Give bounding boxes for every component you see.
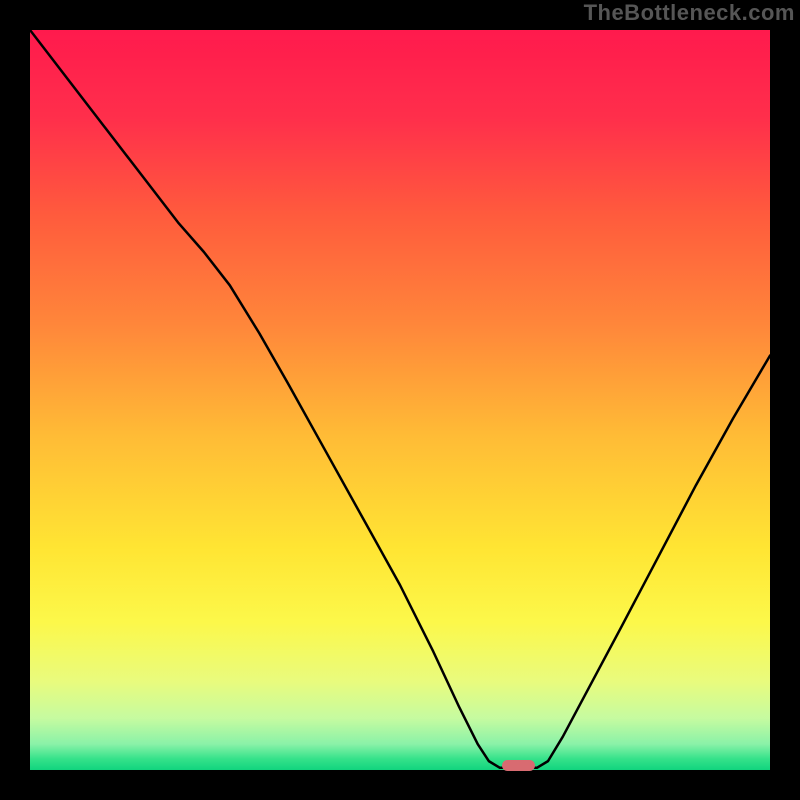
curve-layer	[30, 30, 770, 770]
watermark-text: TheBottleneck.com	[584, 0, 795, 26]
optimum-marker	[502, 760, 535, 770]
chart-frame: TheBottleneck.com	[0, 0, 800, 800]
bottleneck-curve	[30, 30, 770, 768]
plot-area	[30, 30, 770, 770]
